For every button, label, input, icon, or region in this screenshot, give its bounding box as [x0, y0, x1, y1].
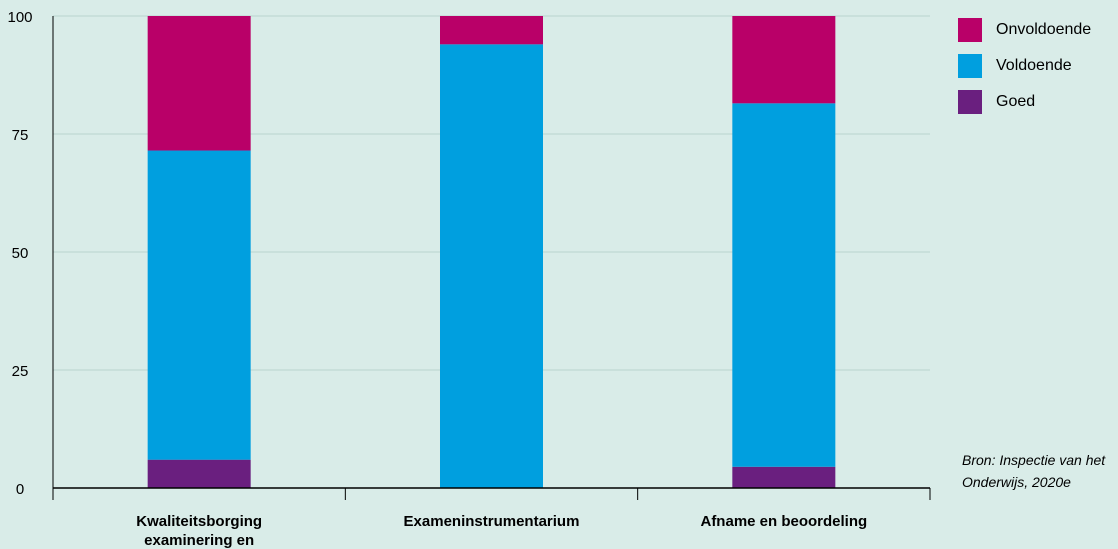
legend-item-goed: Goed — [958, 84, 1091, 120]
legend-label-onvoldoende: Onvoldoende — [996, 21, 1092, 38]
y-tick-label-75: 75 — [12, 127, 29, 144]
legend-swatch-goed — [958, 90, 982, 114]
legend-swatch-voldoende — [958, 54, 982, 78]
bar-segment-onvoldoende-1 — [147, 16, 251, 151]
y-tick-label-100: 100 — [7, 9, 32, 26]
bar-segment-voldoende-1 — [147, 150, 251, 460]
source-note: Bron: Inspectie van het Onderwijs, 2020e — [962, 449, 1118, 493]
x-category-label-3: Afname en beoordeling — [700, 513, 867, 530]
legend: Onvoldoende Voldoende Goed — [958, 12, 1091, 120]
legend-swatch-onvoldoende — [958, 18, 982, 42]
legend-label-voldoende: Voldoende — [996, 57, 1072, 74]
bar-segment-onvoldoende-2 — [440, 16, 543, 45]
bar-segment-goed-3 — [732, 466, 836, 488]
source-line-2: Onderwijs, 2020e — [962, 474, 1071, 490]
bar-segment-voldoende-3 — [732, 103, 836, 467]
bar-segment-goed-1 — [147, 459, 251, 488]
source-line-1: Bron: Inspectie van het — [962, 452, 1106, 468]
bar-segment-onvoldoende-3 — [732, 16, 836, 104]
legend-label-goed: Goed — [996, 93, 1036, 110]
bar-segment-voldoende-2 — [440, 44, 543, 488]
y-tick-label-0: 0 — [16, 481, 24, 498]
y-tick-label-50: 50 — [12, 245, 29, 262]
y-tick-label-25: 25 — [12, 363, 29, 380]
x-category-label-2: Exameninstrumentarium — [404, 513, 580, 530]
legend-item-voldoende: Voldoende — [958, 48, 1091, 84]
legend-item-onvoldoende: Onvoldoende — [958, 12, 1091, 48]
